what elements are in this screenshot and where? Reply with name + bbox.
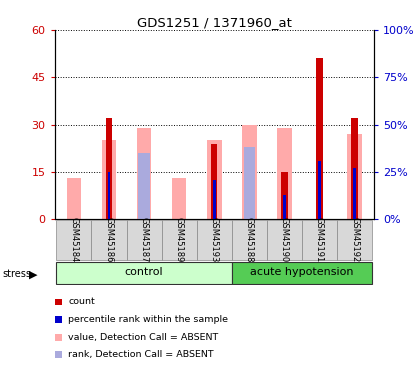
- Text: percentile rank within the sample: percentile rank within the sample: [68, 315, 228, 324]
- Text: value, Detection Call = ABSENT: value, Detection Call = ABSENT: [68, 333, 219, 342]
- Bar: [136, 128, 152, 219]
- Text: GSM45189: GSM45189: [175, 217, 184, 262]
- Bar: [316, 58, 323, 219]
- Bar: [267, 220, 302, 260]
- Bar: [352, 118, 358, 219]
- Bar: [126, 220, 162, 260]
- Text: GSM45192: GSM45192: [350, 217, 359, 262]
- Bar: [197, 220, 232, 260]
- Text: GSM45190: GSM45190: [280, 217, 289, 262]
- Text: GSM45184: GSM45184: [69, 217, 79, 262]
- Bar: [211, 144, 218, 219]
- Bar: [337, 220, 372, 260]
- Bar: [108, 172, 110, 219]
- Bar: [92, 220, 126, 260]
- Text: acute hypotension: acute hypotension: [250, 267, 354, 278]
- Text: control: control: [125, 267, 163, 278]
- Text: ▶: ▶: [29, 270, 38, 279]
- Title: GDS1251 / 1371960_at: GDS1251 / 1371960_at: [137, 16, 291, 29]
- Text: GSM45187: GSM45187: [139, 217, 149, 263]
- Text: GSM45193: GSM45193: [210, 217, 219, 262]
- Bar: [139, 153, 150, 219]
- Bar: [347, 134, 362, 219]
- Text: count: count: [68, 297, 95, 306]
- Bar: [106, 118, 112, 219]
- Bar: [302, 220, 337, 260]
- Bar: [283, 195, 286, 219]
- Text: GSM45186: GSM45186: [105, 217, 113, 263]
- Bar: [172, 178, 186, 219]
- Bar: [232, 262, 372, 284]
- Bar: [281, 172, 288, 219]
- Text: stress: stress: [2, 269, 31, 279]
- Text: rank, Detection Call = ABSENT: rank, Detection Call = ABSENT: [68, 350, 214, 359]
- Bar: [232, 220, 267, 260]
- Bar: [56, 262, 232, 284]
- Bar: [207, 141, 222, 219]
- Bar: [353, 168, 356, 219]
- Bar: [66, 178, 81, 219]
- Bar: [213, 180, 215, 219]
- Bar: [277, 128, 292, 219]
- Bar: [56, 220, 92, 260]
- Bar: [242, 124, 257, 219]
- Text: GSM45191: GSM45191: [315, 217, 324, 262]
- Bar: [318, 160, 321, 219]
- Bar: [244, 147, 255, 219]
- Text: GSM45188: GSM45188: [245, 217, 254, 263]
- Bar: [102, 141, 116, 219]
- Bar: [162, 220, 197, 260]
